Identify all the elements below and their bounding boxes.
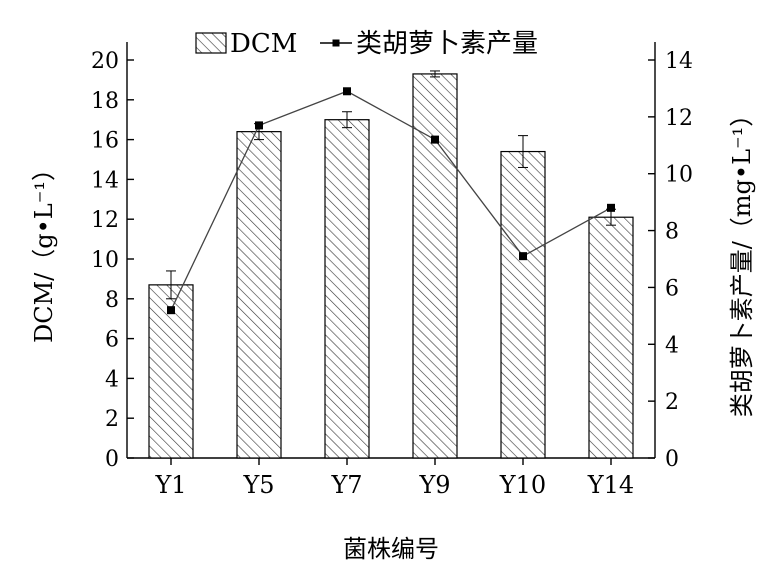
left-tick-label: 4 [105, 367, 119, 392]
line-point [255, 121, 263, 130]
left-tick-label: 0 [105, 447, 119, 472]
left-tick-label: 12 [91, 208, 119, 233]
y-axis-title: DCM/（g•L⁻¹） [30, 157, 58, 343]
line-point [343, 87, 351, 96]
legend-bar-swatch [195, 32, 227, 54]
bar [236, 131, 282, 459]
line-point [167, 306, 175, 315]
left-tick-label: 10 [91, 248, 119, 273]
right-tick-label: 8 [665, 220, 679, 245]
left-tick-label: 18 [91, 89, 119, 114]
left-tick-label: 20 [91, 49, 119, 74]
right-axis-ticks: 0 2 4 6 8 10 12 14 [648, 49, 693, 472]
plot-frame [126, 42, 656, 459]
left-tick-label: 14 [91, 168, 119, 193]
y2-axis-title: 类胡萝卜素产量/（mg•L⁻¹） [728, 103, 756, 418]
category-label: Y9 [418, 471, 450, 499]
right-tick-label: 4 [665, 333, 679, 358]
right-tick-label: 6 [665, 276, 679, 301]
legend-line-label: 类胡萝卜素产量 [356, 29, 538, 59]
right-tick-label: 10 [665, 163, 693, 188]
left-tick-label: 6 [105, 328, 119, 353]
category-label: Y7 [330, 471, 362, 499]
legend-line-marker [332, 39, 340, 47]
left-tick-label: 2 [105, 407, 119, 432]
line-series [167, 87, 615, 315]
legend-bar-label: DCM [230, 29, 297, 59]
line-point [431, 135, 439, 144]
right-tick-label: 2 [665, 390, 679, 415]
bar-series [148, 70, 634, 459]
legend: DCM 类胡萝卜素产量 [195, 29, 538, 59]
left-tick-label: 8 [105, 288, 119, 313]
category-label: Y1 [154, 471, 186, 499]
left-tick-label: 16 [91, 129, 119, 154]
bar [588, 216, 634, 459]
bar [324, 119, 370, 459]
category-label: Y10 [499, 471, 546, 499]
line-point [519, 252, 527, 261]
category-label: Y5 [242, 471, 274, 499]
right-tick-label: 0 [665, 447, 679, 472]
x-axis-title: 菌株编号 [343, 535, 439, 563]
left-axis-ticks: 0 2 4 6 8 10 12 14 16 18 20 [91, 49, 134, 472]
right-tick-label: 14 [665, 49, 693, 74]
category-label: Y14 [587, 471, 634, 499]
category-ticks: Y1 Y5 Y7 Y9 Y10 Y14 [154, 458, 634, 499]
series-line [170, 90, 612, 311]
right-tick-label: 12 [665, 106, 693, 131]
bar [500, 150, 546, 459]
line-point [607, 203, 615, 212]
